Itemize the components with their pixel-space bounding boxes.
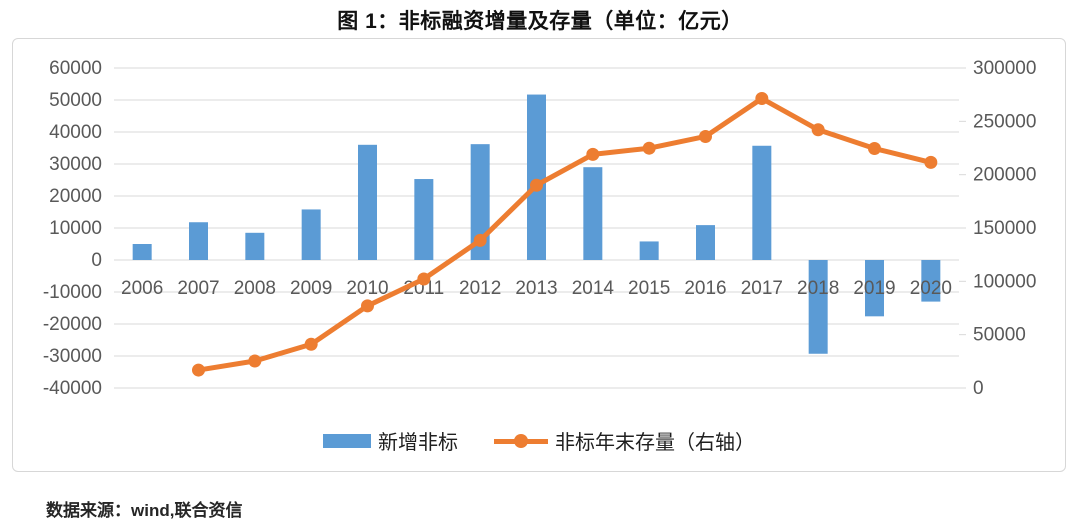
line-marker-2007 [192,363,205,377]
left-axis-label-10000: 10000 [49,218,102,239]
bar-2008 [245,232,265,260]
line-marker-2016 [699,129,712,143]
left-axis-label--30000: -30000 [43,346,102,367]
line-marker-2018 [811,123,825,137]
right-axis-label-150000: 150000 [973,218,1036,239]
bar-2012 [470,144,490,260]
stock-line [196,96,934,373]
x-axis-label-2013: 2013 [515,278,557,299]
bar-2007 [189,222,208,260]
x-axis-label-2016: 2016 [684,278,726,299]
bar-2006 [132,244,152,260]
bar-2013 [527,94,546,260]
bar-2016 [696,225,715,260]
legend-item-line: 非标年末存量（右轴） [494,426,755,455]
bar-2018 [808,260,828,354]
line-marker-2010 [361,299,374,313]
bar-2019 [865,260,884,317]
chart-title: 图 1：非标融资增量及存量（单位：亿元） [337,10,743,33]
x-axis-label-2006: 2006 [121,278,163,299]
chart-plot-area: 6000050000400003000020000100000-10000-20… [43,58,1037,399]
x-axis-label-2007: 2007 [177,278,219,299]
left-axis-label--20000: -20000 [43,314,102,335]
legend-line-label: 非标年末存量（右轴） [555,432,755,454]
data-source-note: 数据来源：wind,联合资信 [46,501,243,520]
x-axis-label-2010: 2010 [346,278,388,299]
chart-panel: 60000 50000 40000 30000 20000 10000 0 -10000 -20… [12,38,1066,472]
line-marker-2019 [868,142,881,156]
x-axis-label-2012: 2012 [459,278,501,299]
bar-2009 [301,209,321,260]
right-axis-label-300000: 300000 [973,58,1036,79]
x-axis-label-2017: 2017 [741,278,783,299]
left-axis-label-50000: 50000 [49,90,102,111]
bar-2020 [921,260,941,302]
left-axis-label-20000: 20000 [49,186,102,207]
x-axis-label-2008: 2008 [234,278,276,299]
right-axis-label-250000: 250000 [973,111,1036,132]
line-marker-2011 [417,272,431,286]
line-series-swatch-icon [494,433,548,448]
left-axis-label-60000: 60000 [49,58,102,79]
left-axis-label--40000: -40000 [43,378,102,399]
left-axis-label-0: 0 [91,250,102,271]
bar-2014 [583,167,603,260]
x-axis-label-2015: 2015 [628,278,670,299]
line-marker-2015 [642,141,656,155]
line-marker-2009 [304,337,318,351]
x-axis-label-2020: 2020 [910,278,952,299]
x-axis-label-2018: 2018 [797,278,839,299]
bar-series-swatch-icon [323,433,371,448]
line-marker-2017 [755,92,769,106]
bar-2017 [752,145,772,260]
x-axis-label-2009: 2009 [290,278,332,299]
left-axis-label-40000: 40000 [49,122,102,143]
left-axis-label--10000: -10000 [43,282,102,303]
legend: 新增非标 非标年末存量（右轴） [13,426,1065,455]
right-axis-label-100000: 100000 [973,271,1036,292]
line-marker-2020 [924,155,938,169]
line-marker-2014 [586,147,600,161]
bar-2010 [358,144,377,260]
line-marker-2013 [530,178,543,192]
left-axis-label-30000: 30000 [49,154,102,175]
bar-2015 [639,241,659,260]
line-marker-2012 [473,233,487,247]
right-axis-label-200000: 200000 [973,165,1036,186]
right-axis-label-0: 0 [973,378,984,399]
legend-bar-label: 新增非标 [378,432,458,454]
legend-item-bar: 新增非标 [323,426,458,455]
x-axis-label-2014: 2014 [572,278,615,299]
line-marker-2008 [248,354,262,368]
x-axis-label-2019: 2019 [853,278,895,299]
right-axis-label-50000: 50000 [973,325,1026,346]
bar-2011 [414,179,434,260]
